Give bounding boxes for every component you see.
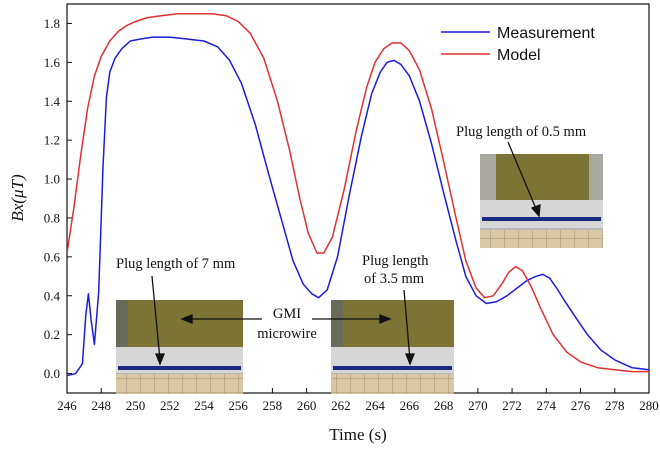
x-tick-label: 248	[91, 398, 111, 413]
annotation-plug-7mm: Plug length of 7 mm	[116, 256, 236, 272]
series-line-measurement	[67, 36, 649, 377]
x-tick-label: 270	[468, 398, 488, 413]
y-tick-label: 0.6	[44, 249, 61, 264]
legend-label-model: Model	[497, 47, 541, 64]
series-line-model	[67, 12, 649, 373]
annotation-plug-0-5mm: Plug length of 0.5 mm	[456, 124, 587, 140]
x-tick-label: 250	[126, 398, 146, 413]
photo-plug-7mm	[116, 300, 243, 394]
x-tick-label: 274	[537, 398, 557, 413]
photo-plug-0-5mm	[480, 154, 603, 248]
y-tick-label: 0.0	[44, 366, 60, 381]
y-tick-label: 1.4	[44, 94, 61, 109]
y-tick-label: 1.8	[44, 16, 60, 31]
y-tick-label: 1.2	[44, 133, 60, 148]
legend: Measurement Model	[441, 25, 595, 64]
series-layer	[67, 12, 649, 377]
x-tick-label: 256	[228, 398, 248, 413]
x-tick-label: 260	[297, 398, 317, 413]
arrow-head-gmi-left	[180, 314, 193, 324]
x-tick-label: 280	[639, 398, 659, 413]
arrow-head-0-5mm	[530, 204, 541, 218]
x-axis-ticks: 246 248 250 252 254 256 258 260 262 264 266 268 270 2…	[57, 388, 659, 413]
y-tick-label: 1.6	[44, 55, 61, 70]
x-tick-label: 246	[57, 398, 77, 413]
y-tick-label: 0.4	[44, 288, 61, 303]
x-axis-title: Time (s)	[329, 425, 386, 444]
annotation-plug-3-5mm-line2: of 3.5 mm	[364, 271, 425, 287]
x-tick-label: 278	[605, 398, 625, 413]
arrow-head-7mm	[155, 353, 165, 366]
x-tick-label: 262	[331, 398, 351, 413]
y-axis-title: Bx(μT)	[8, 174, 27, 222]
arrow-to-3-5mm-wire	[403, 289, 411, 361]
arrow-head-gmi-right	[379, 314, 392, 324]
x-tick-label: 254	[194, 398, 214, 413]
y-tick-label: 0.2	[44, 327, 60, 342]
annotation-gmi-line2: microwire	[257, 326, 317, 342]
x-tick-label: 258	[263, 398, 283, 413]
annotation-plug-3-5mm-line1: Plug length	[362, 253, 429, 269]
arrow-to-0-5mm-wire	[507, 141, 538, 212]
x-tick-label: 266	[400, 398, 420, 413]
y-axis-ticks: 0.0 0.2 0.4 0.6 0.8 1.0 1.2 1.4 1.6 1.8	[44, 16, 72, 381]
x-tick-label: 264	[365, 398, 385, 413]
x-tick-label: 272	[502, 398, 522, 413]
arrow-head-3-5mm	[405, 353, 415, 366]
x-tick-label: 268	[434, 398, 454, 413]
arrow-to-7mm-wire	[151, 275, 161, 361]
annotation-gmi-line1: GMI	[273, 306, 301, 322]
y-tick-label: 0.8	[44, 210, 60, 225]
x-tick-label: 276	[571, 398, 591, 413]
y-tick-label: 1.0	[44, 172, 60, 187]
legend-label-measurement: Measurement	[497, 25, 595, 42]
photo-plug-3-5mm	[331, 300, 454, 394]
x-tick-label: 252	[160, 398, 180, 413]
